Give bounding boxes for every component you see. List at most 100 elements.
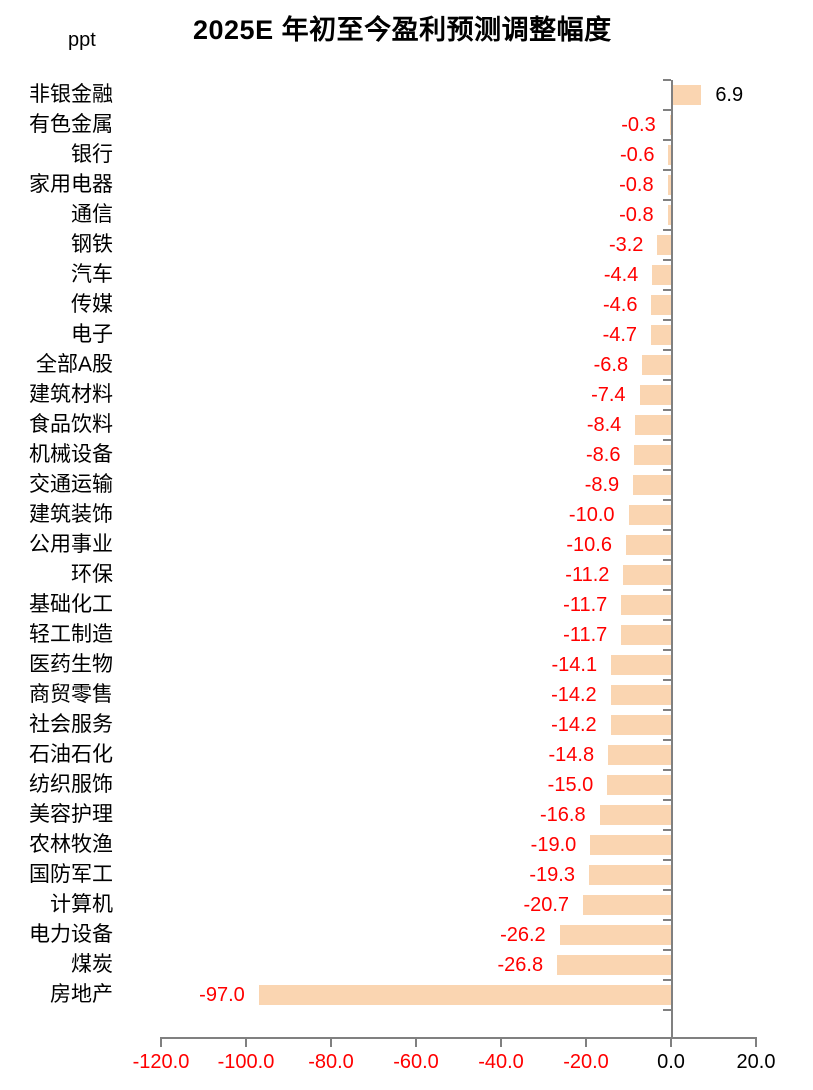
- bar: [652, 265, 671, 285]
- category-axis-tick: [663, 529, 671, 531]
- bar: [607, 775, 671, 795]
- x-axis-tick: [330, 1037, 332, 1047]
- bar: [599, 805, 671, 825]
- x-tick-label: -100.0: [217, 1051, 275, 1073]
- value-label: -0.6: [619, 144, 655, 166]
- category-label: 医药生物: [29, 653, 113, 676]
- bar: [628, 505, 671, 525]
- category-label: 纺织服饰: [29, 773, 113, 796]
- x-tick-label: -80.0: [308, 1051, 354, 1073]
- category-axis-tick: [663, 679, 671, 681]
- x-tick-label: -20.0: [563, 1051, 609, 1073]
- category-axis-tick: [663, 739, 671, 741]
- category-axis-tick: [663, 619, 671, 621]
- category-axis-tick: [663, 799, 671, 801]
- category-label: 交通运输: [29, 473, 113, 496]
- category-label: 石油石化: [29, 743, 113, 766]
- bar: [610, 715, 671, 735]
- bar: [651, 325, 671, 345]
- value-label: -20.7: [523, 894, 570, 916]
- bar: [588, 865, 671, 885]
- category-axis-tick: [663, 889, 671, 891]
- bar: [608, 745, 671, 765]
- value-label: -15.0: [547, 774, 594, 796]
- x-tick-label: -60.0: [393, 1051, 439, 1073]
- bar: [610, 685, 671, 705]
- category-axis-tick: [663, 439, 671, 441]
- unit-label: ppt: [68, 29, 96, 51]
- category-label: 家用电器: [29, 173, 113, 196]
- category-axis-tick: [663, 349, 671, 351]
- category-axis-tick: [663, 229, 671, 231]
- value-label: -8.4: [586, 414, 622, 436]
- bar: [557, 955, 671, 975]
- category-label: 商贸零售: [29, 683, 113, 706]
- category-label: 全部A股: [35, 353, 113, 376]
- category-axis-tick: [663, 109, 671, 111]
- category-axis-tick: [663, 649, 671, 651]
- bar: [611, 655, 671, 675]
- category-label: 通信: [71, 203, 113, 226]
- bar: [583, 895, 671, 915]
- value-label: -3.2: [608, 234, 644, 256]
- category-label: 机械设备: [29, 443, 113, 466]
- category-label: 农林牧渔: [29, 833, 113, 856]
- category-axis-tick: [663, 949, 671, 951]
- value-label: -26.8: [497, 954, 544, 976]
- category-axis-tick: [663, 979, 671, 981]
- category-label: 社会服务: [29, 713, 113, 736]
- bar: [623, 565, 671, 585]
- value-label: -19.0: [530, 834, 577, 856]
- x-tick-label: 0.0: [657, 1051, 685, 1073]
- value-label: -14.8: [548, 744, 595, 766]
- category-axis-tick: [663, 289, 671, 291]
- category-label: 钢铁: [71, 233, 113, 256]
- value-label: -0.8: [619, 174, 654, 196]
- value-label: -10.6: [566, 534, 612, 556]
- value-label: -6.8: [593, 354, 629, 376]
- category-label: 传媒: [71, 293, 113, 316]
- x-axis-tick: [245, 1037, 247, 1047]
- category-axis-tick: [663, 379, 671, 381]
- category-label: 非银金融: [29, 83, 113, 106]
- x-axis-tick: [585, 1037, 587, 1047]
- bar: [635, 415, 671, 435]
- value-label: -4.6: [602, 294, 638, 316]
- value-label: -8.6: [585, 444, 621, 466]
- category-label: 环保: [71, 563, 113, 586]
- category-axis-tick: [663, 499, 671, 501]
- value-label: -97.0: [199, 984, 245, 1006]
- x-axis-tick: [415, 1037, 417, 1047]
- bar: [657, 235, 671, 255]
- category-axis-line: [671, 80, 673, 1039]
- value-label: -10.0: [568, 504, 615, 526]
- bar: [667, 175, 671, 195]
- category-axis-tick: [663, 769, 671, 771]
- category-axis-tick: [663, 79, 671, 81]
- bar: [633, 475, 671, 495]
- category-label: 房地产: [50, 983, 113, 1006]
- category-axis-tick: [663, 199, 671, 201]
- category-axis-tick: [663, 589, 671, 591]
- x-axis-line: [160, 1037, 757, 1039]
- category-label: 建筑装饰: [29, 503, 113, 526]
- category-label: 电子: [71, 323, 113, 346]
- category-axis-tick: [663, 829, 671, 831]
- value-label: -14.2: [551, 714, 597, 736]
- x-tick-label: 20.0: [736, 1051, 776, 1073]
- value-label: -4.7: [602, 324, 638, 346]
- category-label: 轻工制造: [29, 623, 113, 646]
- value-label: -0.8: [619, 204, 654, 226]
- category-label: 银行: [71, 143, 113, 166]
- bar: [559, 925, 671, 945]
- x-axis-tick: [670, 1037, 672, 1047]
- category-label: 美容护理: [29, 803, 113, 826]
- bar: [642, 355, 671, 375]
- bar: [634, 445, 671, 465]
- category-label: 电力设备: [29, 923, 113, 946]
- category-label: 汽车: [71, 263, 113, 286]
- category-axis-tick: [663, 139, 671, 141]
- bar: [625, 535, 671, 555]
- x-tick-label: -40.0: [478, 1051, 524, 1073]
